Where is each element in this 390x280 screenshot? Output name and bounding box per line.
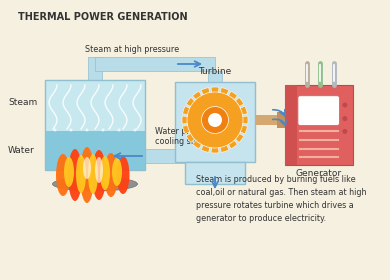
Wedge shape bbox=[201, 88, 215, 120]
Ellipse shape bbox=[95, 157, 103, 183]
Wedge shape bbox=[182, 116, 215, 124]
Wedge shape bbox=[211, 120, 219, 153]
Text: Generator: Generator bbox=[296, 169, 342, 178]
Ellipse shape bbox=[80, 147, 94, 203]
Bar bbox=[45, 131, 145, 170]
Wedge shape bbox=[215, 120, 238, 149]
Wedge shape bbox=[215, 116, 248, 124]
Wedge shape bbox=[186, 120, 215, 143]
Bar bbox=[185, 162, 245, 184]
Bar bbox=[95, 57, 215, 71]
Ellipse shape bbox=[92, 150, 106, 200]
Bar bbox=[95, 149, 215, 163]
Ellipse shape bbox=[83, 157, 91, 179]
Bar bbox=[255, 115, 285, 125]
Wedge shape bbox=[183, 106, 215, 120]
Bar bbox=[88, 163, 102, 177]
Wedge shape bbox=[215, 120, 229, 152]
FancyBboxPatch shape bbox=[298, 96, 339, 125]
Bar bbox=[175, 82, 255, 162]
Bar bbox=[277, 112, 287, 128]
Wedge shape bbox=[193, 91, 215, 120]
Wedge shape bbox=[215, 106, 247, 120]
Ellipse shape bbox=[104, 153, 118, 197]
Wedge shape bbox=[215, 91, 238, 120]
Bar bbox=[45, 80, 145, 131]
Circle shape bbox=[101, 129, 105, 132]
Ellipse shape bbox=[68, 149, 82, 201]
Circle shape bbox=[342, 116, 347, 121]
Ellipse shape bbox=[117, 156, 129, 194]
Circle shape bbox=[208, 113, 222, 127]
Wedge shape bbox=[193, 120, 215, 149]
Text: Water produced by
cooling steam: Water produced by cooling steam bbox=[155, 127, 232, 146]
Wedge shape bbox=[215, 120, 244, 143]
Bar bbox=[208, 156, 222, 184]
Text: Turbine: Turbine bbox=[199, 67, 232, 76]
Wedge shape bbox=[215, 97, 244, 120]
Text: Steam at high pressure: Steam at high pressure bbox=[85, 45, 179, 54]
Wedge shape bbox=[215, 120, 247, 134]
Bar bbox=[285, 85, 297, 165]
Ellipse shape bbox=[112, 158, 122, 186]
Circle shape bbox=[53, 129, 57, 132]
Wedge shape bbox=[183, 120, 215, 134]
Circle shape bbox=[69, 129, 73, 132]
Circle shape bbox=[342, 102, 347, 108]
Ellipse shape bbox=[76, 155, 86, 193]
Bar bbox=[208, 71, 222, 82]
Wedge shape bbox=[211, 87, 219, 120]
Text: Steam: Steam bbox=[8, 98, 37, 107]
Wedge shape bbox=[186, 97, 215, 120]
Circle shape bbox=[117, 129, 121, 132]
Wedge shape bbox=[215, 88, 229, 120]
Circle shape bbox=[85, 129, 89, 132]
Ellipse shape bbox=[64, 157, 74, 187]
Bar bbox=[285, 85, 353, 165]
Text: Steam is produced by burning fuels like
coal,oil or natural gas. Then steam at h: Steam is produced by burning fuels like … bbox=[196, 175, 367, 223]
Ellipse shape bbox=[53, 177, 138, 191]
Ellipse shape bbox=[88, 154, 98, 194]
Circle shape bbox=[202, 107, 229, 134]
Circle shape bbox=[133, 129, 136, 132]
Ellipse shape bbox=[56, 154, 70, 196]
Bar bbox=[88, 57, 102, 80]
Bar bbox=[45, 80, 145, 170]
Text: Water: Water bbox=[8, 146, 35, 155]
Ellipse shape bbox=[100, 156, 110, 190]
Wedge shape bbox=[201, 120, 215, 152]
Circle shape bbox=[342, 129, 347, 134]
Text: THERMAL POWER GENERATION: THERMAL POWER GENERATION bbox=[18, 12, 188, 22]
Circle shape bbox=[187, 92, 243, 148]
